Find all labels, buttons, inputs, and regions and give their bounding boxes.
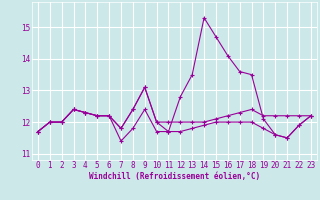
X-axis label: Windchill (Refroidissement éolien,°C): Windchill (Refroidissement éolien,°C) [89,172,260,181]
